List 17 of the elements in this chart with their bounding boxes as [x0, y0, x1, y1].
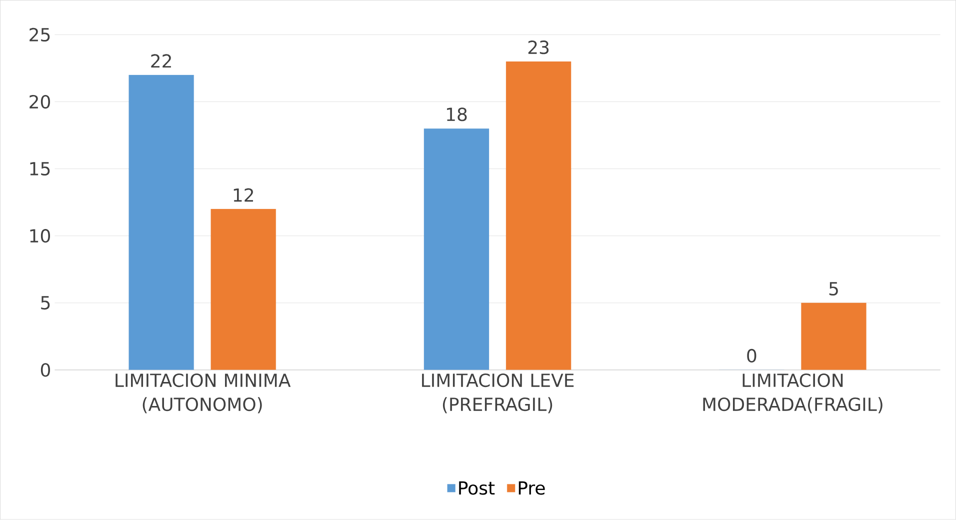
y-tick-label: 0 [40, 363, 50, 377]
y-tick-label: 25 [30, 28, 50, 42]
x-tick-label: LIMITACION MINIMA (AUTONOMO) [116, 374, 291, 414]
legend-label: Post [459, 482, 495, 495]
y-tick-label: 15 [30, 162, 50, 176]
data-label: 12 [234, 188, 254, 202]
x-tick-label: LIMITACION LEVE (PREFRAGIL) [422, 374, 574, 414]
data-label: 5 [829, 282, 838, 296]
y-tick-label: 10 [30, 229, 50, 243]
y-tick-label: 20 [30, 95, 50, 109]
x-tick-label: LIMITACION MODERADA(FRAGIL) [703, 374, 882, 414]
y-tick-label: 5 [41, 296, 50, 310]
data-label: 18 [447, 108, 467, 122]
legend-label: Pre [518, 482, 545, 495]
data-label: 23 [528, 40, 549, 54]
data-label: 22 [151, 54, 171, 68]
data-label: 0 [747, 349, 756, 363]
